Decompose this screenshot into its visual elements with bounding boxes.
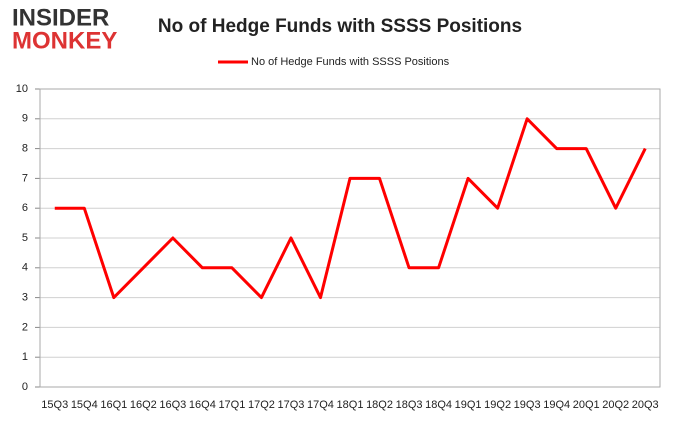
x-tick-label: 15Q3 [41, 399, 68, 411]
y-tick-label: 8 [22, 143, 28, 155]
y-tick-label: 3 [22, 292, 28, 304]
y-tick-label: 6 [22, 202, 28, 214]
logo-bottom: MONKEY [12, 27, 117, 54]
y-tick-label: 9 [22, 113, 28, 125]
x-tick-label: 17Q3 [277, 399, 304, 411]
y-tick-label: 10 [16, 83, 28, 95]
x-tick-label: 18Q1 [337, 399, 364, 411]
y-tick-label: 4 [22, 262, 28, 274]
x-tick-label: 20Q2 [602, 399, 629, 411]
y-tick-label: 5 [22, 232, 28, 244]
y-tick-label: 0 [22, 381, 28, 393]
x-tick-label: 17Q2 [248, 399, 275, 411]
chart-title: No of Hedge Funds with SSSS Positions [158, 16, 522, 37]
x-tick-label: 18Q4 [425, 399, 452, 411]
x-tick-label: 19Q3 [514, 399, 541, 411]
x-tick-label: 18Q2 [366, 399, 393, 411]
y-tick-label: 1 [22, 351, 28, 363]
x-tick-label: 15Q4 [71, 399, 98, 411]
x-tick-label: 20Q3 [632, 399, 659, 411]
y-tick-label: 7 [22, 172, 28, 184]
x-tick-label: 19Q1 [455, 399, 482, 411]
legend-label: No of Hedge Funds with SSSS Positions [251, 56, 450, 68]
x-tick-label: 19Q2 [484, 399, 511, 411]
x-tick-label: 16Q4 [189, 399, 216, 411]
x-tick-label: 17Q1 [218, 399, 245, 411]
x-tick-label: 20Q1 [573, 399, 600, 411]
x-tick-label: 16Q1 [100, 399, 127, 411]
plot-border [39, 88, 661, 388]
x-tick-label: 17Q4 [307, 399, 334, 411]
y-tick-label: 2 [22, 321, 28, 333]
x-tick-label: 19Q4 [543, 399, 570, 411]
x-tick-label: 16Q2 [130, 399, 157, 411]
x-tick-label: 16Q3 [159, 399, 186, 411]
data-line [54, 117, 647, 300]
x-tick-label: 18Q3 [396, 399, 423, 411]
logo-top: INSIDER [12, 4, 109, 31]
